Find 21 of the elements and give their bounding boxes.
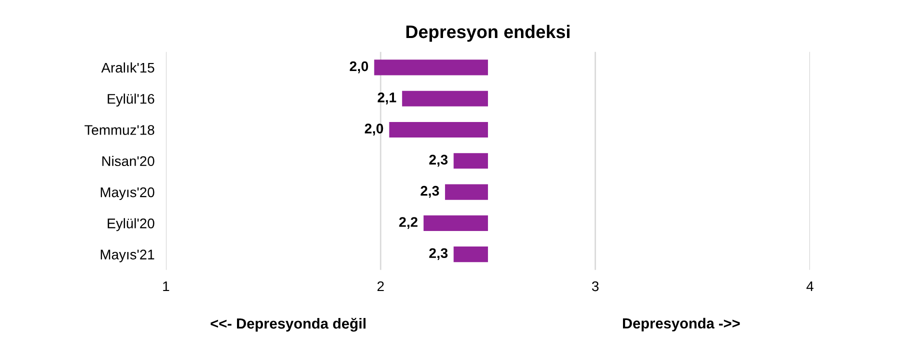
data-label: 2,3: [420, 186, 439, 198]
x-tick-label: 2: [377, 281, 384, 292]
chart-title: Depresyon endeksi: [406, 24, 570, 42]
data-label: 2,1: [378, 92, 396, 104]
y-tick-label: Mayıs'21: [100, 250, 154, 262]
data-label: 2,2: [399, 217, 418, 229]
data-label: 2,0: [350, 61, 368, 74]
y-tick-label: Mayıs'20: [100, 187, 154, 200]
text: Depresyonda ->>: [622, 318, 740, 332]
y-tick-label: Eylül'16: [108, 94, 154, 107]
x-tick-label: 3: [592, 281, 599, 292]
x-tick-label: 1: [163, 282, 170, 292]
y-tick-label: Eylül'20: [108, 218, 154, 232]
x-tick-label: 4: [806, 282, 814, 292]
data-label: 2,3: [429, 154, 448, 167]
text: <<- Depresyonda değil: [210, 318, 366, 332]
data-label: 2,0: [364, 124, 384, 136]
y-tick-label: Aralık'15: [101, 62, 154, 73]
data-label: 2,3: [429, 248, 448, 260]
y-tick-label: Temmuz'18: [84, 125, 154, 135]
y-tick-label: Nisan'20: [102, 156, 154, 166]
